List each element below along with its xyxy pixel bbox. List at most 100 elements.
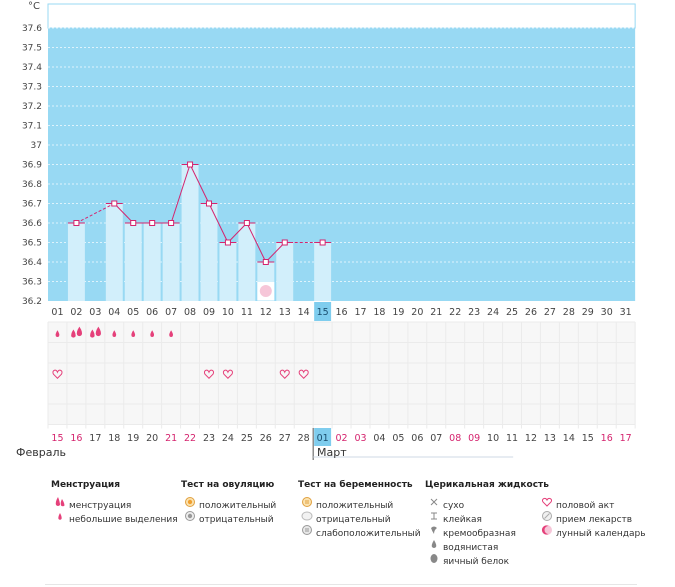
cycle-day-label: 10 <box>487 433 499 444</box>
data-point <box>111 200 118 207</box>
temperature-line <box>189 164 210 204</box>
y-tick-label: 36.7 <box>22 200 42 210</box>
menstruation-icon <box>71 329 76 338</box>
y-tick-label: 37.5 <box>22 44 42 54</box>
cycle-day-label: 02 <box>336 433 348 444</box>
legend-other: половой акт прием лекарств лунный календ… <box>538 480 646 541</box>
cycle-day-label: 18 <box>108 433 120 444</box>
cycle-day-label: 08 <box>449 433 461 444</box>
cycle-day-label: 26 <box>260 433 272 444</box>
temperature-bar <box>314 242 332 301</box>
heart-icon <box>203 369 215 379</box>
day-label: 19 <box>392 307 404 318</box>
day-label: 26 <box>525 307 537 318</box>
cycle-day-label: 19 <box>127 433 139 444</box>
legend-item-pregnancy-negative: отрицательный <box>316 515 391 525</box>
day-label: 04 <box>108 307 120 318</box>
temperature-line-dashed <box>76 203 115 224</box>
data-point <box>205 200 212 207</box>
temperature-chart: 36.2 36.3 36.4 36.5 36.6 36.7 36.8 36.9 37 37.1 37… <box>22 1 636 460</box>
cycle-day-label: 25 <box>241 433 253 444</box>
legend-pregnancy: Тест на беременность положительный отриц… <box>298 480 421 541</box>
month-start-highlight <box>314 428 332 446</box>
data-point <box>262 259 269 265</box>
day-label: 25 <box>506 307 518 318</box>
temperature-line <box>170 164 191 224</box>
y-tick-label: 37.6 <box>22 24 42 34</box>
menstruation-icon <box>76 326 83 337</box>
day-label: 28 <box>563 307 575 318</box>
temperature-line <box>113 203 134 224</box>
legend-item-ovulation-positive: положительный <box>199 501 277 511</box>
legend-title-ovulation: Тест на овуляцию <box>181 480 275 490</box>
cycle-day-label: 21 <box>165 433 177 444</box>
data-point <box>243 220 250 226</box>
temperature-bar <box>124 223 142 301</box>
temperature-bar <box>238 223 256 301</box>
temperature-line <box>265 242 286 263</box>
cycle-day-label: 16 <box>601 433 613 444</box>
current-day-highlight <box>314 302 332 321</box>
cycle-day-label: 05 <box>392 433 404 444</box>
legend-menstruation: Менструация менструация небольшие выделе… <box>51 480 178 525</box>
legend-title-cervical: Церикальная жидкость <box>425 480 549 490</box>
cycle-day-label: 09 <box>468 433 480 444</box>
y-tick-label: 37.3 <box>22 83 42 93</box>
cycle-day-label: 17 <box>620 433 632 444</box>
day-label: 21 <box>430 307 442 318</box>
data-point <box>224 239 231 246</box>
day-label: 27 <box>544 307 556 318</box>
heart-icon <box>538 496 556 513</box>
legend-item-dry: сухо <box>443 501 465 511</box>
data-point <box>187 161 194 168</box>
cycle-day-label: 23 <box>203 433 215 444</box>
temperature-bar <box>67 223 85 301</box>
day-label: 16 <box>336 307 348 318</box>
day-label: 15 <box>317 307 329 318</box>
month-label-february: Февраль <box>16 446 66 459</box>
y-tick-label: 37 <box>31 141 42 151</box>
cycle-day-label: 28 <box>298 433 310 444</box>
y-tick-label: 37.1 <box>22 122 42 132</box>
day-label: 07 <box>165 307 177 318</box>
moon-icon <box>538 524 556 541</box>
y-axis-unit: °C <box>28 1 40 12</box>
legend-cervical: Церикальная жидкость сухо клейкая кремоо… <box>425 480 549 569</box>
day-label: 14 <box>298 307 310 318</box>
data-point <box>281 239 288 246</box>
legend-item-medication: прием лекарств <box>556 515 633 525</box>
day-label: 11 <box>241 307 253 318</box>
day-label: 05 <box>127 307 139 318</box>
cycle-day-label: 03 <box>354 433 366 444</box>
y-tick-label: 36.2 <box>22 297 42 307</box>
day-label: 31 <box>620 307 632 318</box>
cycle-day-label: 13 <box>544 433 556 444</box>
day-label: 20 <box>411 307 423 318</box>
legend-item-watery: водянистая <box>443 543 499 553</box>
day-label: 22 <box>449 307 461 318</box>
day-label: 18 <box>373 307 385 318</box>
menstruation-icon <box>90 329 95 338</box>
day-label: 06 <box>146 307 158 318</box>
pregnancy-negative-icon <box>298 510 316 527</box>
spotting-icon <box>169 330 173 338</box>
day-label: 02 <box>70 307 82 318</box>
symptom-grid <box>48 322 636 425</box>
temperature-bar <box>181 164 199 301</box>
day-label: 17 <box>354 307 366 318</box>
day-label: 29 <box>582 307 594 318</box>
y-tick-label: 36.4 <box>22 258 42 268</box>
egg-white-icon <box>425 552 443 569</box>
spotting-icon <box>112 330 117 338</box>
y-tick-label: 36.8 <box>22 180 42 190</box>
legend-item-spotting: небольшие выделения <box>69 515 178 525</box>
plot-top-frame <box>47 3 636 29</box>
menstruation-icon <box>95 326 101 337</box>
pregnancy-weak-icon <box>298 524 316 541</box>
legend-item-intercourse: половой акт <box>556 501 615 511</box>
heart-icon <box>52 369 63 379</box>
cycle-day-label: 15 <box>582 433 594 444</box>
temperature-bar <box>219 242 237 301</box>
y-tick-label: 37.4 <box>22 63 42 73</box>
temperature-bar <box>200 203 218 301</box>
